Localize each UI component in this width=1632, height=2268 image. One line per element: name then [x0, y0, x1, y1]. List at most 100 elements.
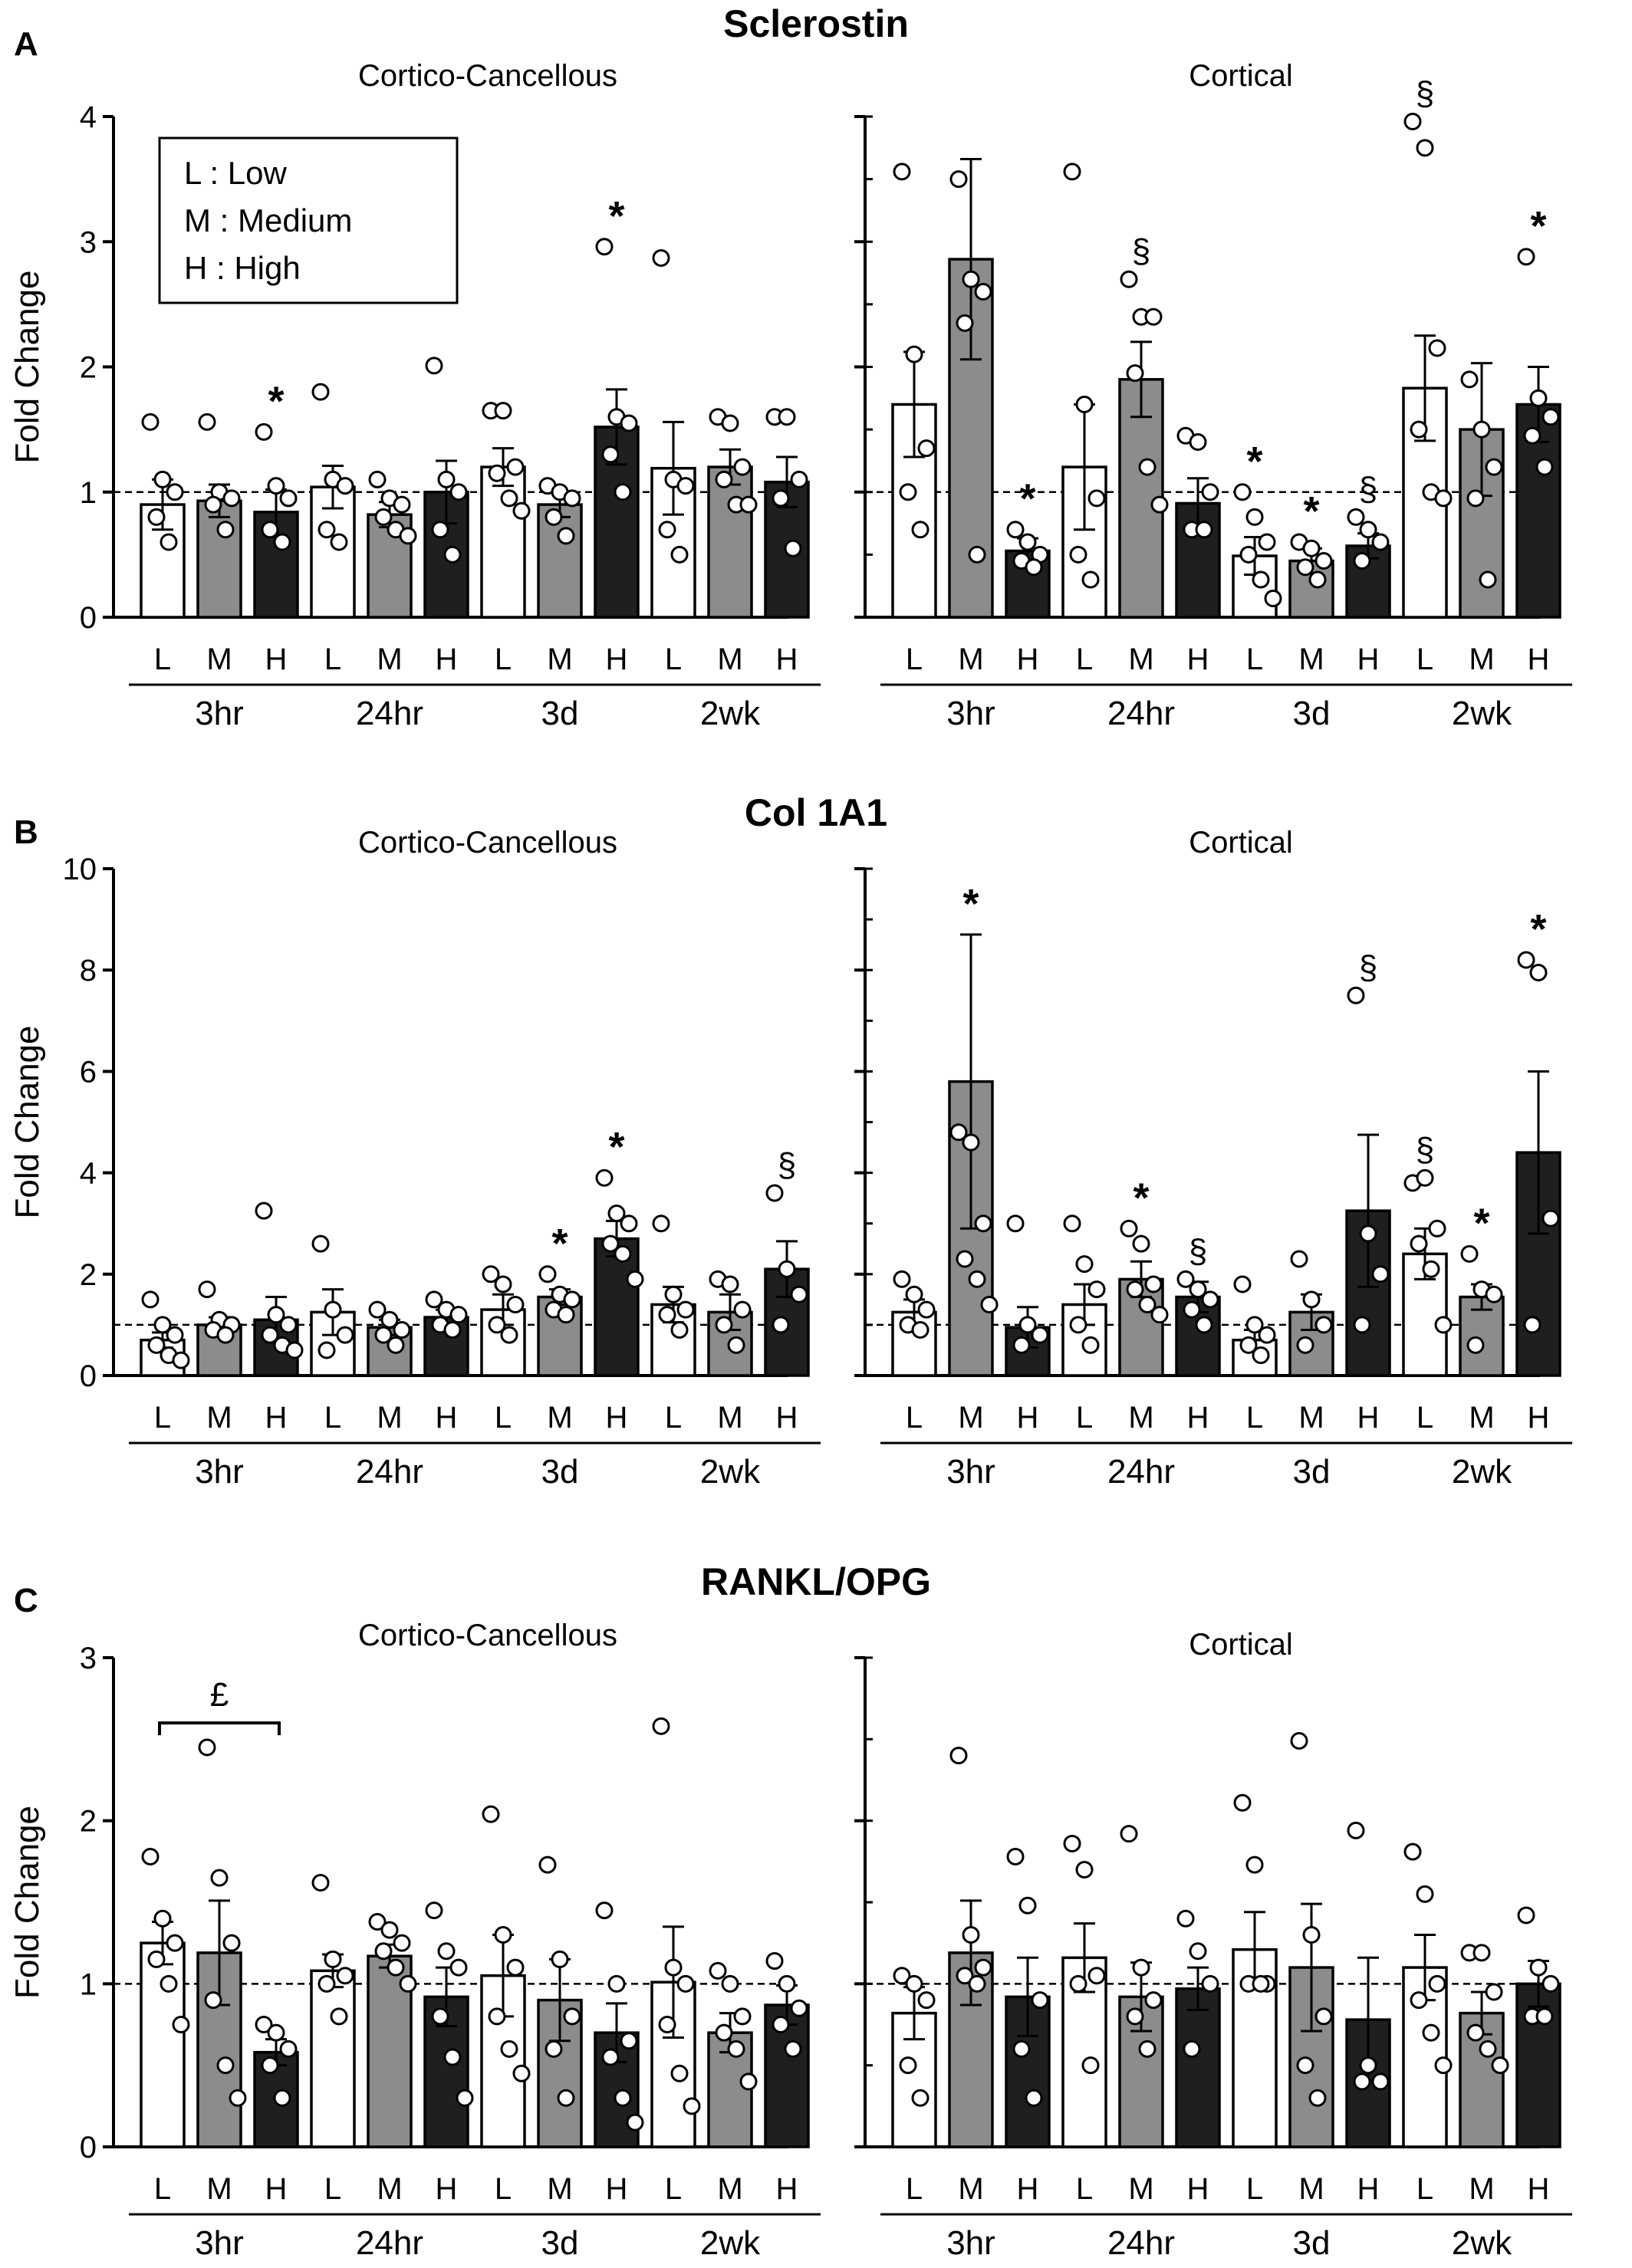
y-tick-label: 3 — [80, 225, 97, 259]
data-point — [1201, 1974, 1219, 1993]
x-level-label: H — [1357, 2172, 1380, 2206]
x-level-label: M — [206, 2172, 232, 2206]
panel-c-letter: C — [14, 1582, 38, 1619]
significance-asterisk: * — [1303, 488, 1319, 534]
bar-group-2wk-M: M — [707, 1961, 758, 2206]
data-point — [374, 1942, 393, 1961]
data-point — [204, 495, 222, 514]
data-point — [1523, 426, 1542, 445]
data-point — [279, 2040, 298, 2058]
data-point — [368, 470, 387, 488]
data-point — [968, 1974, 986, 1993]
data-point — [620, 414, 638, 432]
data-point — [1422, 2023, 1440, 2042]
x-level-label: H — [265, 1401, 288, 1435]
data-point — [494, 1926, 512, 1944]
data-point — [911, 1321, 930, 1339]
data-point — [670, 545, 689, 564]
data-point — [733, 2007, 752, 2026]
bar-group-3hr-H: H — [1005, 1847, 1051, 2206]
data-point — [1434, 1316, 1453, 1334]
x-level-label: M — [958, 1401, 983, 1435]
data-point — [166, 1326, 184, 1344]
x-level-label: M — [1128, 1401, 1153, 1435]
data-point — [557, 527, 575, 545]
data-point — [911, 521, 930, 539]
x-group-label: 2wk — [1452, 695, 1512, 732]
data-point — [1347, 986, 1365, 1004]
data-point — [607, 1974, 626, 1993]
data-point — [273, 2089, 291, 2107]
data-point — [1201, 483, 1219, 501]
x-level-label: M — [1298, 2172, 1324, 2206]
bar-group-24hr-H: H — [423, 1902, 474, 2206]
x-level-label: L — [324, 2172, 341, 2206]
data-point — [1245, 1855, 1264, 1874]
x-group-label: 24hr — [356, 695, 423, 732]
bar — [196, 499, 242, 619]
data-point — [393, 1934, 411, 1952]
bar-group-24hr-H: H — [1175, 426, 1221, 676]
data-point — [1239, 1336, 1258, 1354]
bar-group-2wk-L: §L — [1402, 1131, 1453, 1435]
data-point — [557, 1306, 575, 1324]
data-point — [1138, 1295, 1157, 1313]
bar-group-3d-H: §H — [1345, 470, 1391, 676]
x-level-label: M — [206, 643, 232, 676]
data-point — [658, 1306, 676, 1324]
bar-group-3d-H: *H — [594, 1124, 644, 1435]
data-point — [336, 1967, 354, 1985]
data-point — [658, 2016, 676, 2033]
data-point — [721, 1275, 739, 1293]
data-point — [147, 1336, 166, 1354]
data-point — [601, 1234, 620, 1253]
x-level-label: L — [665, 2172, 682, 2206]
data-point — [1353, 1316, 1371, 1334]
data-point — [1290, 1731, 1308, 1750]
x-level-label: L — [906, 2172, 923, 2206]
legend-low: L : Low — [184, 155, 288, 191]
data-point — [279, 489, 298, 508]
x-level-label: M — [958, 2172, 983, 2206]
bar-group-3d-L: L — [480, 1265, 526, 1435]
y-tick-label: 1 — [80, 1967, 97, 2001]
data-point — [1189, 1942, 1207, 1961]
data-point — [676, 477, 695, 495]
x-level-label: M — [717, 643, 742, 676]
significance-section-mark: § — [1189, 1232, 1207, 1270]
data-point — [204, 1991, 222, 2010]
legend-high: H : High — [184, 250, 301, 286]
y-tick-label: 10 — [63, 853, 97, 886]
data-point — [652, 248, 670, 267]
significance-asterisk: * — [962, 881, 979, 927]
data-point — [437, 1942, 456, 1961]
bar-group-2wk-H: H — [764, 1952, 810, 2206]
x-level-label: H — [1187, 1401, 1209, 1435]
x-group-label: 3hr — [195, 695, 244, 732]
data-point — [962, 1133, 980, 1152]
bar-group-3d-M: *M — [1288, 488, 1334, 676]
data-point — [974, 283, 992, 301]
data-point — [949, 170, 968, 189]
x-level-label: L — [1246, 2172, 1263, 2206]
bar-group-3d-M: M — [1288, 1731, 1334, 2206]
x-level-label: M — [1469, 2172, 1494, 2206]
significance-section-mark: § — [778, 1146, 796, 1184]
x-level-label: L — [324, 1401, 341, 1435]
data-point — [1006, 521, 1025, 539]
data-point — [506, 1295, 525, 1313]
x-level-label: H — [1017, 1401, 1039, 1435]
data-point — [1063, 1834, 1081, 1852]
data-point — [506, 1958, 525, 1977]
data-point — [980, 1295, 999, 1313]
bar-group-3d-L: L — [1232, 1275, 1278, 1435]
data-point — [494, 1275, 512, 1293]
data-point — [683, 2097, 701, 2115]
data-point — [1069, 1316, 1087, 1334]
bar-group-2wk-H: *H — [1515, 906, 1561, 1435]
data-point — [318, 1974, 336, 1993]
data-point — [380, 1921, 399, 1939]
data-point — [1485, 458, 1503, 476]
